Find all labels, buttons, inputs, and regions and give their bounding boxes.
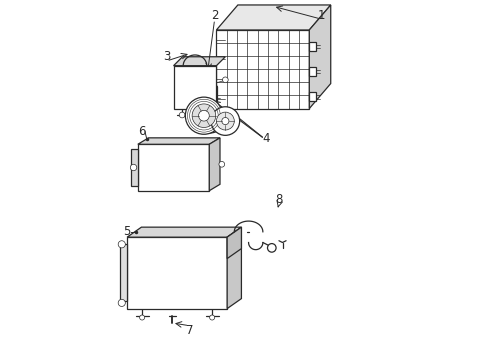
Polygon shape bbox=[227, 227, 242, 309]
Circle shape bbox=[211, 107, 240, 135]
Circle shape bbox=[140, 315, 145, 320]
Circle shape bbox=[130, 164, 137, 171]
Circle shape bbox=[179, 112, 185, 118]
Ellipse shape bbox=[204, 75, 211, 78]
Circle shape bbox=[198, 111, 209, 121]
Bar bbox=[197, 87, 218, 130]
Polygon shape bbox=[309, 67, 317, 76]
Polygon shape bbox=[173, 66, 217, 109]
Circle shape bbox=[222, 117, 229, 125]
Polygon shape bbox=[127, 227, 242, 237]
Text: 8: 8 bbox=[275, 193, 283, 206]
Circle shape bbox=[205, 112, 211, 118]
Text: 1: 1 bbox=[318, 9, 325, 22]
Polygon shape bbox=[120, 244, 127, 301]
Ellipse shape bbox=[197, 127, 218, 133]
Text: 4: 4 bbox=[263, 132, 270, 145]
Circle shape bbox=[118, 241, 125, 248]
Circle shape bbox=[118, 299, 125, 306]
Polygon shape bbox=[227, 227, 242, 258]
Polygon shape bbox=[309, 42, 317, 51]
Text: 6: 6 bbox=[138, 125, 145, 138]
Polygon shape bbox=[138, 138, 220, 144]
Circle shape bbox=[219, 161, 224, 167]
Polygon shape bbox=[131, 149, 138, 186]
Text: 7: 7 bbox=[186, 324, 194, 337]
Text: 3: 3 bbox=[163, 50, 170, 63]
Circle shape bbox=[268, 244, 276, 252]
Circle shape bbox=[192, 104, 216, 127]
Text: 5: 5 bbox=[123, 225, 131, 238]
Polygon shape bbox=[173, 57, 225, 66]
Polygon shape bbox=[127, 237, 227, 309]
Polygon shape bbox=[309, 5, 331, 109]
Circle shape bbox=[210, 315, 215, 320]
Circle shape bbox=[217, 112, 234, 130]
Circle shape bbox=[222, 77, 228, 83]
Polygon shape bbox=[138, 144, 209, 191]
Circle shape bbox=[185, 97, 222, 134]
Polygon shape bbox=[217, 5, 331, 30]
Polygon shape bbox=[309, 93, 317, 101]
Polygon shape bbox=[209, 138, 220, 191]
Text: 2: 2 bbox=[211, 9, 219, 22]
Polygon shape bbox=[217, 30, 309, 109]
Ellipse shape bbox=[197, 84, 218, 90]
